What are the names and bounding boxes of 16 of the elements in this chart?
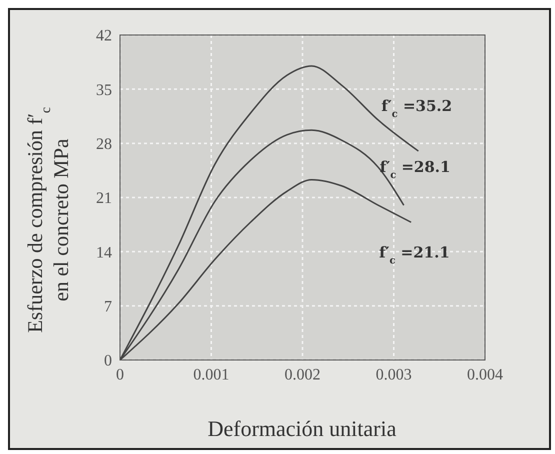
- y-tick-label: 21: [96, 190, 112, 208]
- x-axis-title: Deformación unitaria: [208, 416, 397, 441]
- series-label: f′$_{c}$ =28.1: [380, 158, 450, 181]
- x-tick-label: 0.003: [376, 366, 412, 384]
- y-tick-label: 7: [104, 298, 112, 316]
- y-tick-label: 28: [96, 136, 112, 154]
- x-tick-label: 0.001: [193, 366, 230, 384]
- y-tick-label: 14: [96, 244, 112, 262]
- y-tick-label: 35: [96, 82, 112, 99]
- x-tick-label: 0.004: [467, 366, 503, 384]
- x-tick-label: 0: [116, 366, 124, 384]
- series-label: f′$_{c}$ =35.2: [381, 97, 452, 120]
- y-tick-label: 0: [104, 352, 112, 370]
- text: f′$_{c}$ =21.1: [379, 243, 450, 266]
- x-tick-label: 0.002: [284, 366, 320, 384]
- y-tick-label: 42: [96, 28, 112, 45]
